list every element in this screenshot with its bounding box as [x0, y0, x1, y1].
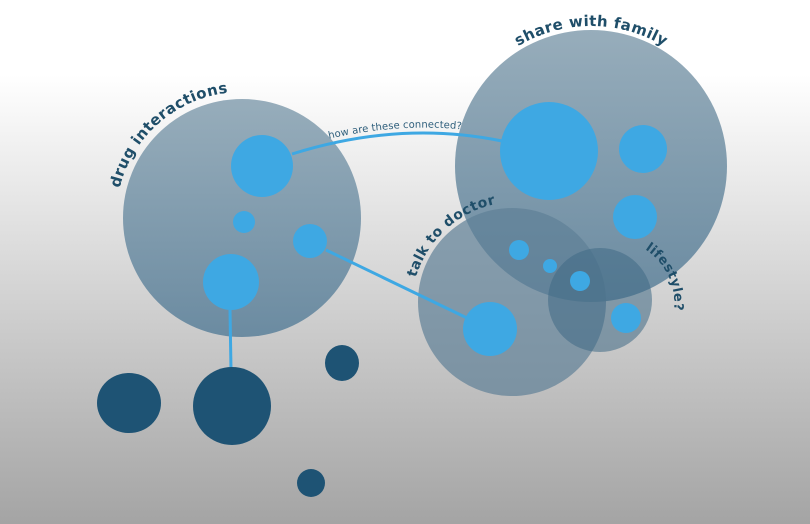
node-bubble[interactable] [463, 302, 517, 356]
dark-node[interactable] [97, 373, 161, 433]
cluster-lifestyle[interactable] [548, 248, 652, 352]
dark-node[interactable] [193, 367, 271, 445]
connection-line-drug-dark[interactable] [228, 309, 233, 371]
connection-line-drug-share[interactable] [291, 131, 503, 156]
connection-label: how are these connected? [327, 120, 462, 142]
node-bubble[interactable] [570, 271, 590, 291]
node-bubble[interactable] [233, 211, 255, 233]
node-bubble[interactable] [543, 259, 557, 273]
node-bubble[interactable] [509, 240, 529, 260]
node-bubble[interactable] [611, 303, 641, 333]
node-bubble[interactable] [613, 195, 657, 239]
dark-node[interactable] [297, 469, 325, 497]
connection-line-drug-doctor[interactable] [325, 248, 468, 320]
dark-node[interactable] [325, 345, 359, 381]
node-bubble[interactable] [293, 224, 327, 258]
cluster-talk-to-doctor[interactable] [418, 208, 606, 396]
node-bubble[interactable] [231, 135, 293, 197]
node-bubble[interactable] [203, 254, 259, 310]
node-bubble[interactable] [619, 125, 667, 173]
node-bubble[interactable] [500, 102, 598, 200]
